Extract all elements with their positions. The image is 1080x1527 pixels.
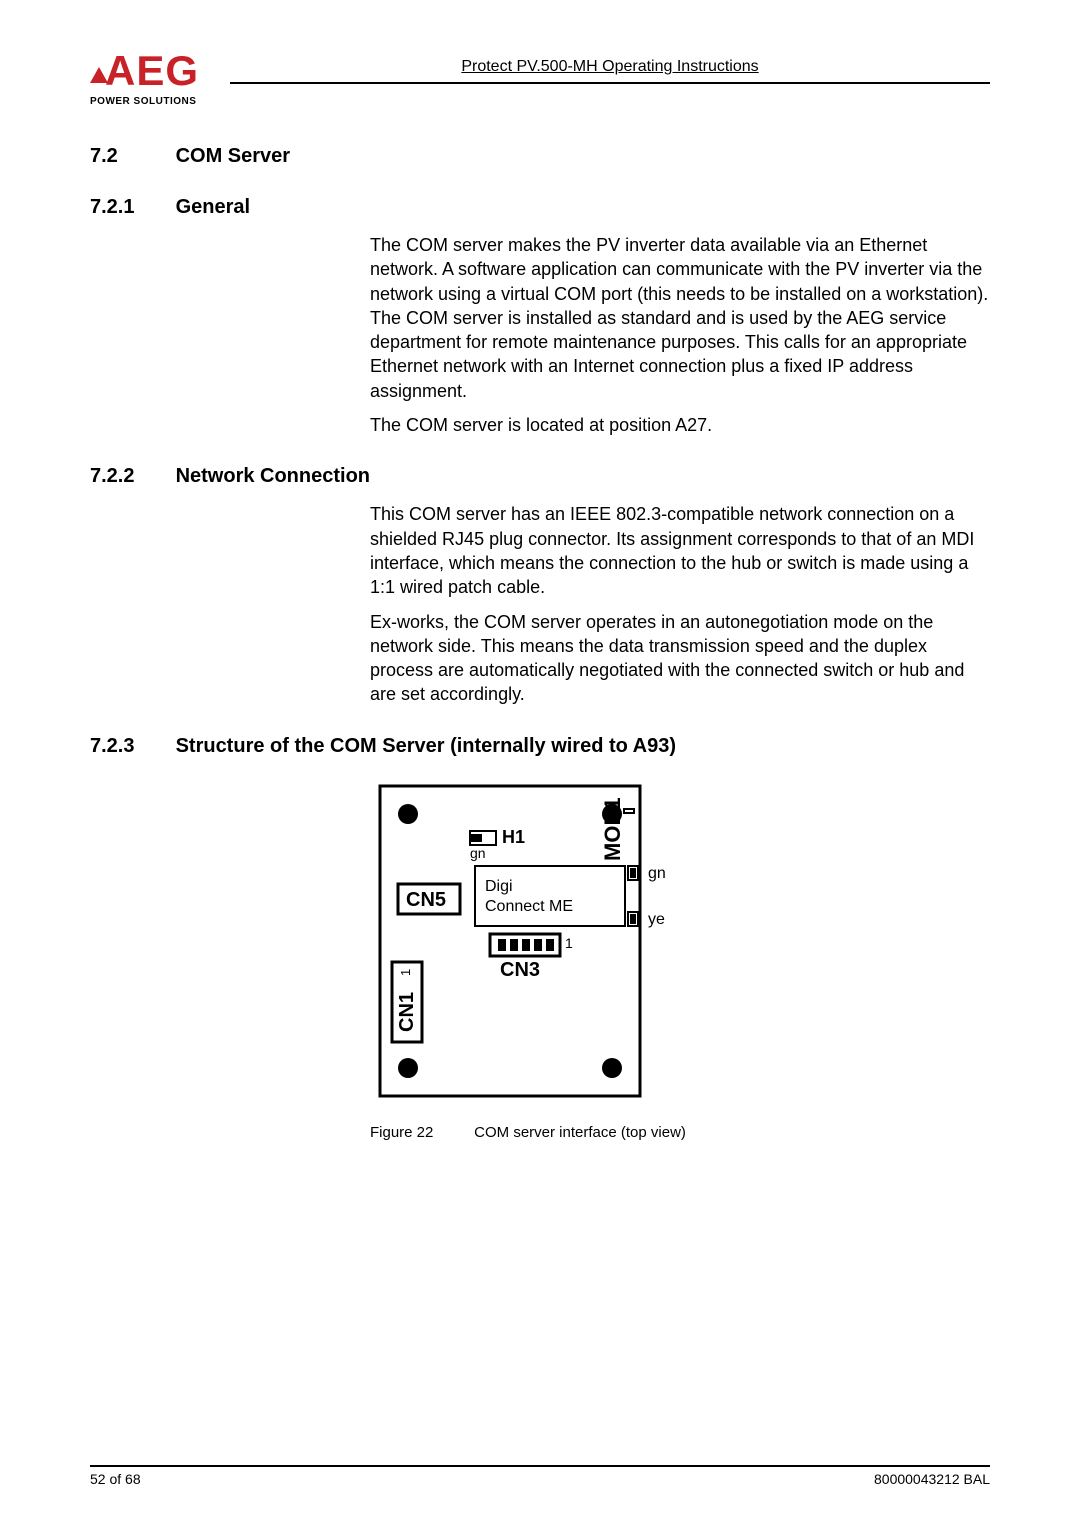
- page-number: 52 of 68: [90, 1471, 141, 1487]
- label-cn3: CN3: [500, 959, 540, 981]
- paragraph: Ex-works, the COM server operates in an …: [370, 610, 990, 707]
- section-number: 7.2.2: [90, 465, 170, 488]
- label-ye: ye: [648, 911, 665, 928]
- paragraph: This COM server has an IEEE 802.3-compat…: [370, 502, 990, 599]
- document-id: 80000043212 BAL: [874, 1471, 990, 1487]
- label-connect-me: Connect ME: [485, 898, 573, 915]
- label-h1: H1: [502, 827, 525, 847]
- heading-7-2-3: 7.2.3 Structure of the COM Server (inter…: [90, 735, 990, 758]
- figure-22: H1 gn MOD1 Digi Connect ME CN5 gn ye: [370, 776, 990, 1106]
- label-mod1: MOD1: [600, 797, 625, 861]
- section-title: Network Connection: [176, 465, 370, 487]
- paragraph: The COM server makes the PV inverter dat…: [370, 233, 990, 403]
- section-number: 7.2.3: [90, 735, 170, 758]
- figure-caption: Figure 22 COM server interface (top view…: [370, 1124, 990, 1141]
- brand-logo: AEG POWER SOLUTIONS: [90, 50, 230, 107]
- section-number: 7.2.1: [90, 196, 170, 219]
- label-gn: gn: [648, 865, 666, 882]
- brand-text: AEG: [90, 50, 230, 92]
- label-gn-small: gn: [470, 845, 486, 861]
- heading-7-2-1: 7.2.1 General: [90, 196, 990, 219]
- figure-caption-text: COM server interface (top view): [474, 1124, 686, 1141]
- page-header: AEG POWER SOLUTIONS Protect PV.500-MH Op…: [90, 50, 990, 107]
- section-title: Structure of the COM Server (internally …: [176, 735, 676, 757]
- footer-rule: [90, 1465, 990, 1467]
- label-one-a: 1: [565, 935, 573, 951]
- heading-7-2-2: 7.2.2 Network Connection: [90, 465, 990, 488]
- label-one-b: 1: [398, 969, 413, 976]
- label-digi: Digi: [485, 878, 513, 895]
- section-title: COM Server: [176, 145, 291, 167]
- page-footer: 52 of 68 80000043212 BAL: [90, 1465, 990, 1487]
- brand-name: AEG: [105, 47, 199, 94]
- paragraph: The COM server is located at position A2…: [370, 413, 990, 437]
- document-title: Protect PV.500-MH Operating Instructions: [230, 58, 990, 76]
- brand-subtitle: POWER SOLUTIONS: [90, 96, 230, 107]
- section-title: General: [176, 196, 250, 218]
- com-server-diagram: H1 gn MOD1 Digi Connect ME CN5 gn ye: [370, 776, 710, 1106]
- label-cn1: CN1: [396, 992, 418, 1032]
- section-number: 7.2: [90, 145, 170, 168]
- heading-7-2: 7.2 COM Server: [90, 145, 990, 168]
- label-cn5: CN5: [406, 889, 446, 911]
- figure-number: Figure 22: [370, 1124, 470, 1141]
- header-rule: [230, 82, 990, 84]
